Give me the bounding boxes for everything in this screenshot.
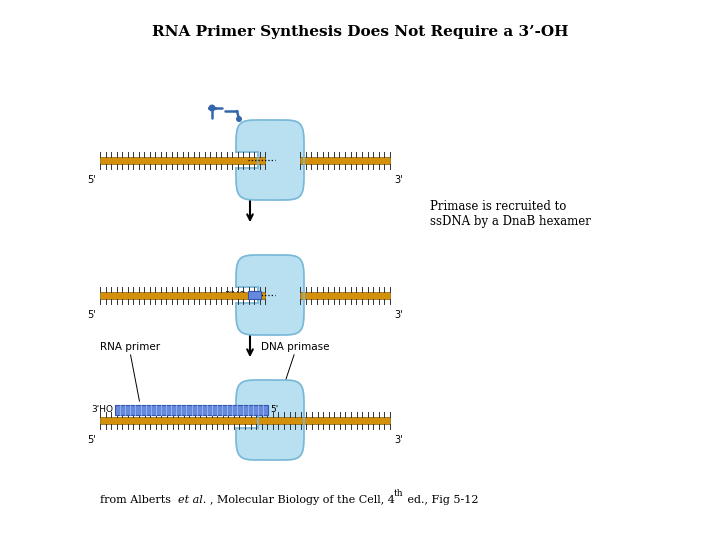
Text: RNA Primer Synthesis Does Not Require a 3’-OH: RNA Primer Synthesis Does Not Require a … [152, 25, 568, 39]
Text: 3'HO: 3'HO [224, 291, 246, 300]
Text: 5': 5' [87, 435, 96, 445]
Text: Primase is recruited to
ssDNA by a DnaB hexamer: Primase is recruited to ssDNA by a DnaB … [430, 200, 591, 228]
Text: , Molecular Biology of the Cell, 4: , Molecular Biology of the Cell, 4 [210, 495, 395, 505]
Bar [300, 292, 390, 299]
Text: ed., Fig 5-12: ed., Fig 5-12 [404, 495, 479, 505]
Text: 5': 5' [270, 406, 278, 415]
Text: 3'HO: 3'HO [91, 406, 113, 415]
Text: 5': 5' [87, 175, 96, 185]
Circle shape [209, 105, 215, 111]
Circle shape [236, 116, 242, 122]
Bar [115, 405, 268, 415]
Polygon shape [236, 255, 304, 335]
Bar [100, 292, 265, 299]
Bar [100, 416, 390, 423]
Polygon shape [236, 120, 304, 200]
Text: from Alberts: from Alberts [100, 495, 174, 505]
Text: DNA primase: DNA primase [261, 342, 329, 352]
Bar [300, 157, 390, 164]
Bar [248, 291, 261, 299]
Text: 3': 3' [394, 310, 402, 320]
Text: th: th [394, 489, 404, 498]
Bar [100, 157, 265, 164]
Text: 3': 3' [394, 435, 402, 445]
Text: et al.: et al. [178, 495, 206, 505]
Text: RNA primer: RNA primer [100, 342, 160, 352]
Text: 5': 5' [87, 310, 96, 320]
Text: 3': 3' [394, 175, 402, 185]
Polygon shape [236, 380, 304, 460]
